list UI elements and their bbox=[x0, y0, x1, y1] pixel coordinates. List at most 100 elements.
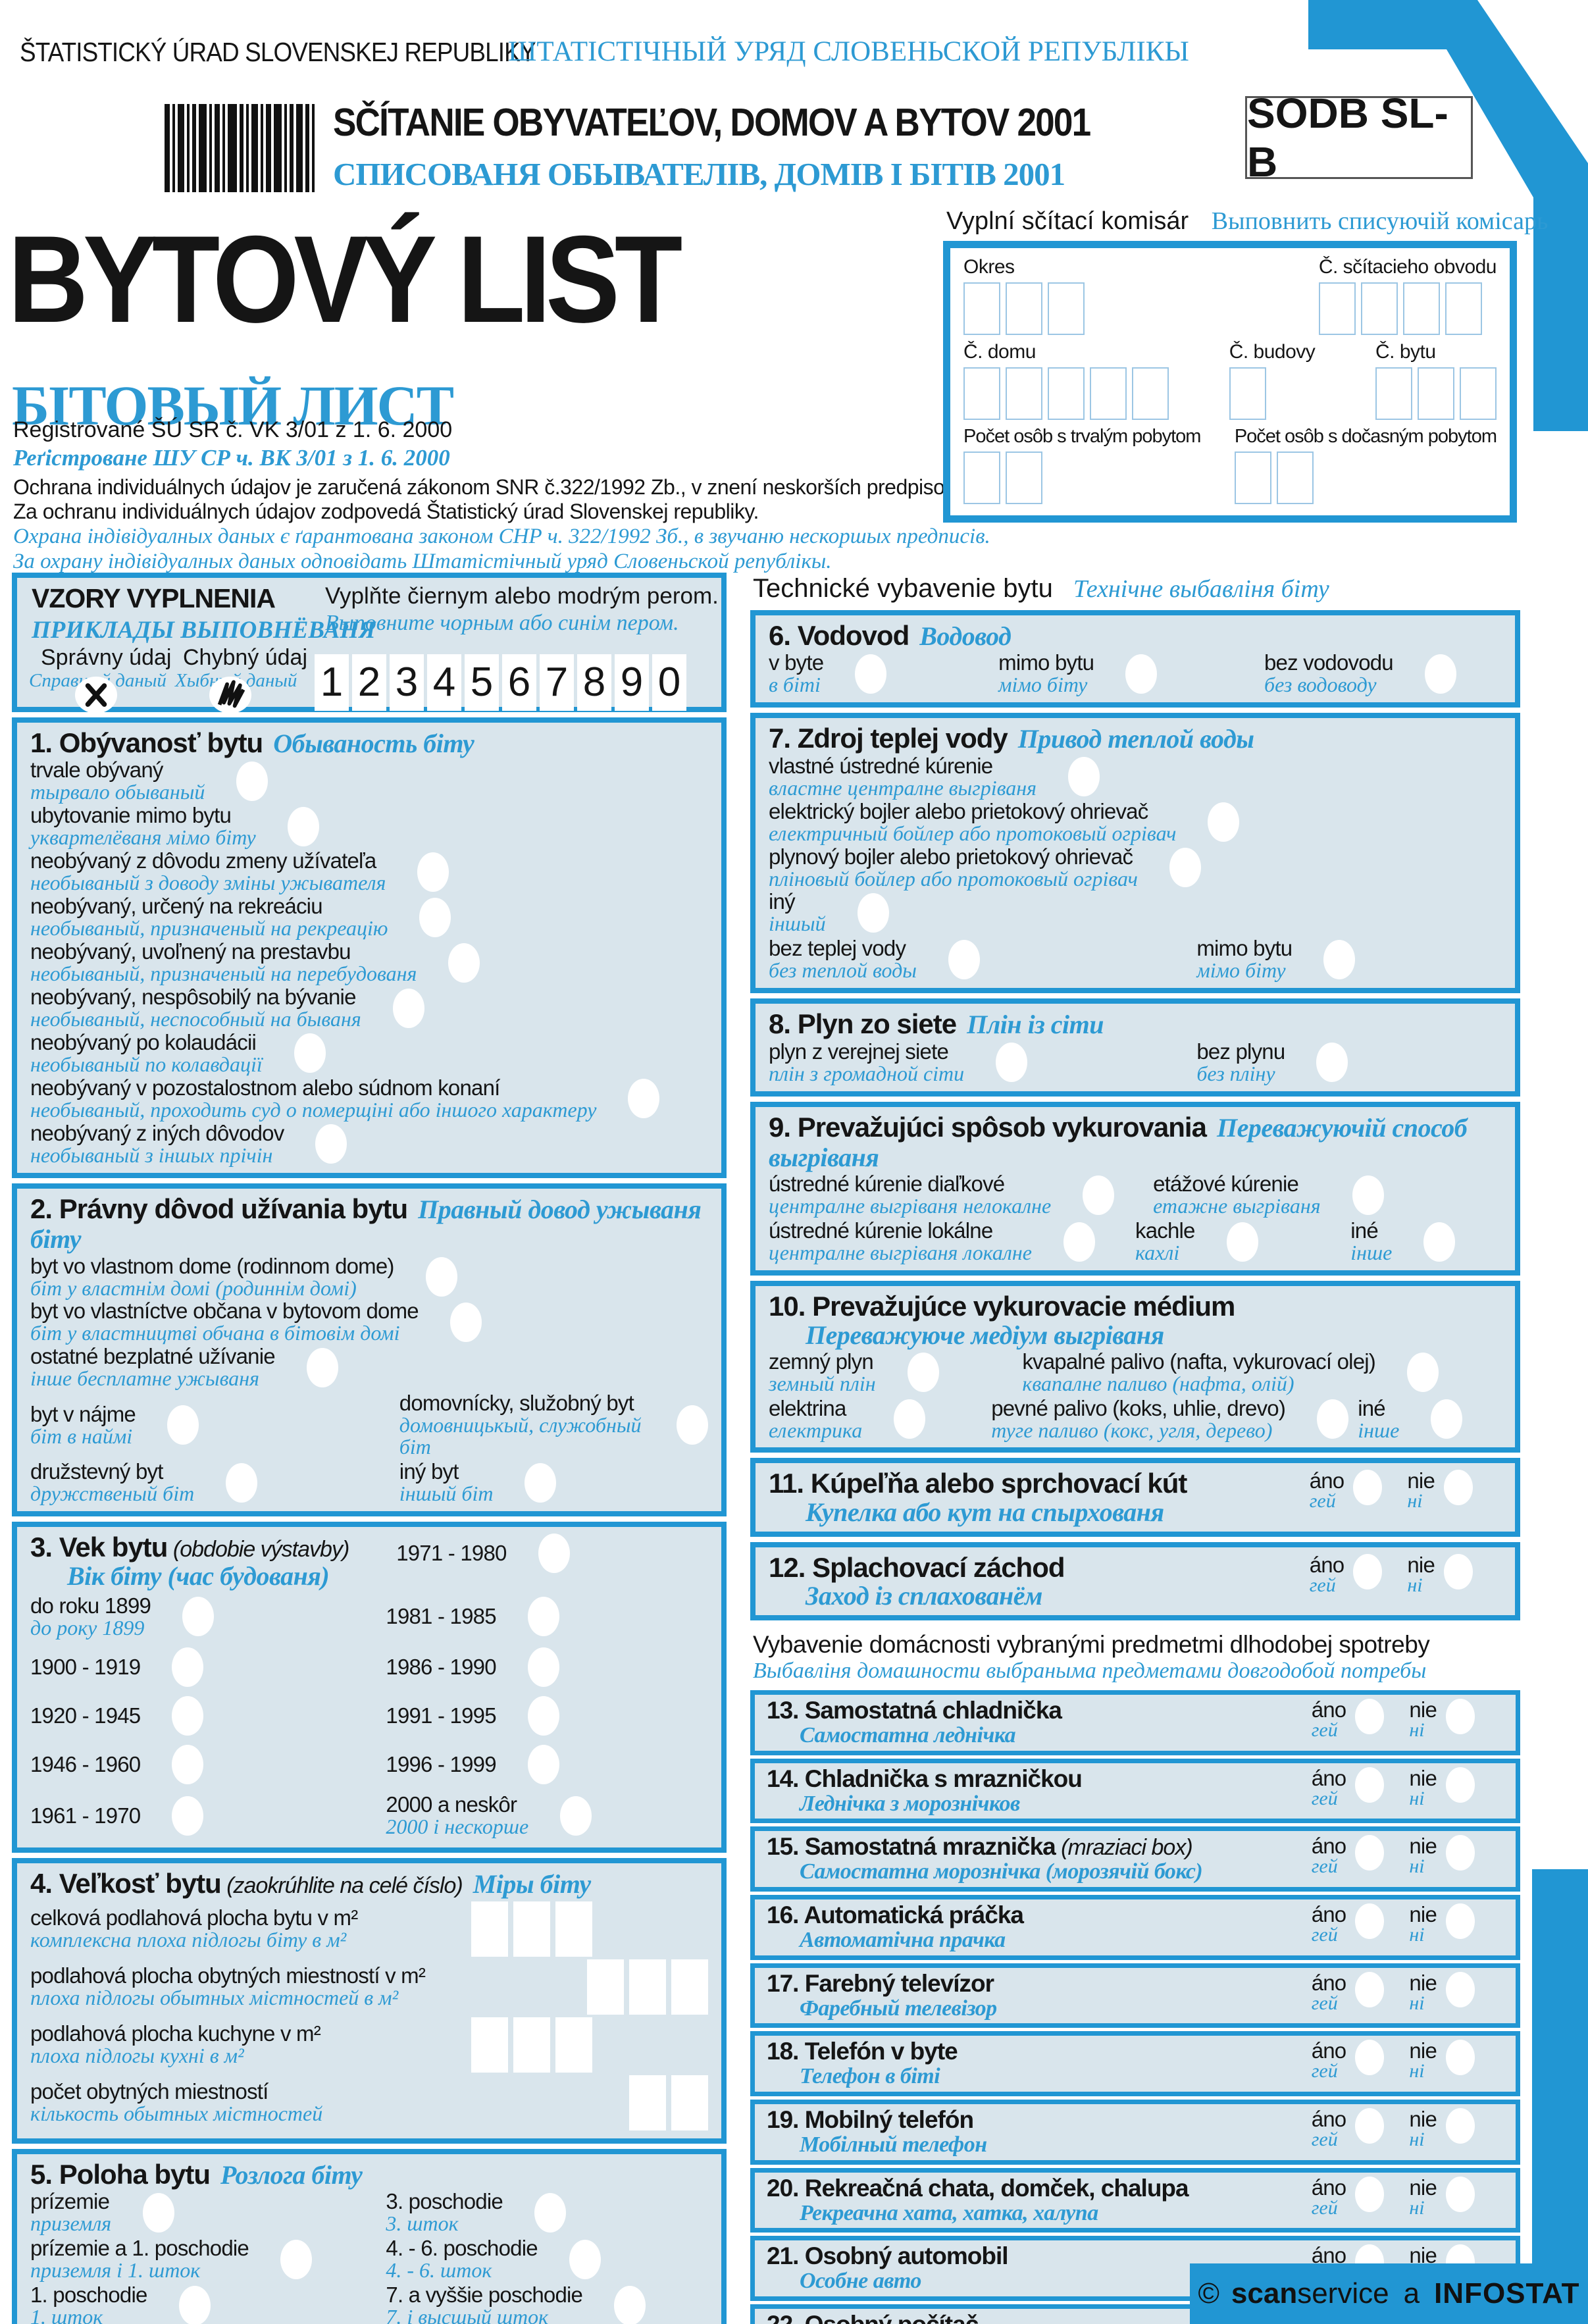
radio-oval[interactable] bbox=[172, 1647, 204, 1688]
input-cell[interactable] bbox=[671, 2075, 708, 2130]
no-radio-oval[interactable] bbox=[1446, 1767, 1475, 1803]
radio-oval[interactable] bbox=[172, 1795, 204, 1836]
radio-oval[interactable] bbox=[1317, 1399, 1349, 1439]
radio-oval[interactable] bbox=[534, 2192, 566, 2233]
radio-oval[interactable] bbox=[894, 1399, 926, 1439]
radio-oval[interactable] bbox=[1226, 1222, 1258, 1262]
radio-oval[interactable] bbox=[527, 1596, 559, 1636]
yes-radio-oval[interactable] bbox=[1355, 2040, 1385, 2076]
radio-oval[interactable] bbox=[614, 2286, 646, 2324]
radio-oval[interactable] bbox=[1406, 1353, 1439, 1393]
no-radio-oval[interactable] bbox=[1446, 2176, 1475, 2212]
input-cell[interactable] bbox=[471, 2017, 508, 2073]
radio-oval[interactable] bbox=[172, 1696, 204, 1736]
radio-oval[interactable] bbox=[560, 1795, 592, 1836]
radio-oval[interactable] bbox=[143, 2192, 175, 2233]
radio-oval[interactable] bbox=[676, 1405, 708, 1445]
radio-oval[interactable] bbox=[1424, 654, 1456, 694]
radio-oval[interactable] bbox=[1431, 1399, 1463, 1439]
input-cell[interactable] bbox=[1417, 367, 1454, 420]
radio-oval[interactable] bbox=[448, 943, 480, 983]
radio-oval[interactable] bbox=[527, 1647, 559, 1688]
radio-oval[interactable] bbox=[306, 1347, 338, 1387]
radio-oval[interactable] bbox=[166, 1405, 199, 1445]
no-radio-oval[interactable] bbox=[1446, 1971, 1475, 2007]
radio-oval[interactable] bbox=[294, 1033, 326, 1073]
radio-oval[interactable] bbox=[449, 1302, 482, 1342]
no-radio-oval[interactable] bbox=[1444, 1470, 1473, 1506]
radio-oval[interactable] bbox=[527, 1696, 559, 1736]
radio-oval[interactable] bbox=[1169, 848, 1201, 887]
input-cell[interactable] bbox=[1234, 452, 1271, 504]
no-radio-oval[interactable] bbox=[1444, 1553, 1473, 1589]
input-cell[interactable] bbox=[1048, 367, 1085, 420]
radio-oval[interactable] bbox=[569, 2239, 601, 2279]
input-cell[interactable] bbox=[1276, 452, 1314, 504]
yes-radio-oval[interactable] bbox=[1355, 2108, 1385, 2144]
radio-oval[interactable] bbox=[628, 1079, 660, 1119]
yes-radio-oval[interactable] bbox=[1355, 1971, 1385, 2007]
input-cell[interactable] bbox=[963, 282, 1000, 335]
radio-oval[interactable] bbox=[1208, 802, 1240, 842]
no-radio-oval[interactable] bbox=[1446, 2108, 1475, 2144]
input-cell[interactable] bbox=[587, 1959, 624, 2015]
input-cell[interactable] bbox=[513, 1901, 550, 1957]
radio-oval[interactable] bbox=[996, 1043, 1028, 1083]
input-cell[interactable] bbox=[963, 452, 1000, 504]
input-cell[interactable] bbox=[1006, 282, 1042, 335]
radio-oval[interactable] bbox=[948, 939, 980, 979]
radio-oval[interactable] bbox=[425, 1256, 457, 1297]
radio-oval[interactable] bbox=[419, 897, 451, 937]
radio-oval[interactable] bbox=[1323, 939, 1356, 979]
input-cell[interactable] bbox=[513, 2017, 550, 2073]
input-cell[interactable] bbox=[555, 1901, 592, 1957]
yes-radio-oval[interactable] bbox=[1355, 1699, 1385, 1735]
input-cell[interactable] bbox=[1445, 282, 1482, 335]
yes-radio-oval[interactable] bbox=[1353, 1553, 1383, 1589]
input-cell[interactable] bbox=[1318, 282, 1356, 335]
input-cell[interactable] bbox=[671, 1959, 708, 2015]
input-cell[interactable] bbox=[1006, 367, 1042, 420]
input-cell[interactable] bbox=[1459, 367, 1497, 420]
radio-oval[interactable] bbox=[1423, 1222, 1456, 1262]
input-cell[interactable] bbox=[1006, 452, 1042, 504]
radio-oval[interactable] bbox=[1352, 1175, 1384, 1215]
no-radio-oval[interactable] bbox=[1446, 1835, 1475, 1871]
input-cell[interactable] bbox=[629, 2075, 666, 2130]
no-radio-oval[interactable] bbox=[1446, 1903, 1475, 1940]
input-cell[interactable] bbox=[629, 1959, 666, 2015]
radio-oval[interactable] bbox=[226, 1462, 258, 1503]
yes-radio-oval[interactable] bbox=[1355, 1903, 1385, 1940]
yes-radio-oval[interactable] bbox=[1355, 2176, 1385, 2212]
radio-oval[interactable] bbox=[1063, 1222, 1095, 1262]
radio-oval[interactable] bbox=[315, 1124, 347, 1164]
radio-oval[interactable] bbox=[1068, 757, 1100, 797]
radio-oval[interactable] bbox=[287, 806, 319, 846]
radio-oval[interactable] bbox=[182, 1596, 215, 1636]
input-cell[interactable] bbox=[555, 2017, 592, 2073]
radio-oval[interactable] bbox=[857, 892, 889, 933]
radio-oval[interactable] bbox=[907, 1353, 939, 1393]
radio-oval[interactable] bbox=[417, 852, 449, 892]
input-cell[interactable] bbox=[1402, 282, 1440, 335]
input-cell[interactable] bbox=[963, 367, 1000, 420]
radio-oval[interactable] bbox=[178, 2286, 211, 2324]
radio-oval[interactable] bbox=[280, 2239, 312, 2279]
input-cell[interactable] bbox=[1090, 367, 1127, 420]
yes-radio-oval[interactable] bbox=[1355, 1835, 1385, 1871]
input-cell[interactable] bbox=[1132, 367, 1169, 420]
input-cell[interactable] bbox=[1375, 367, 1412, 420]
input-cell[interactable] bbox=[1048, 282, 1085, 335]
no-radio-oval[interactable] bbox=[1446, 2040, 1475, 2076]
radio-oval[interactable] bbox=[1125, 654, 1158, 694]
radio-oval[interactable] bbox=[525, 1462, 557, 1503]
radio-oval[interactable] bbox=[527, 1745, 559, 1785]
input-cell[interactable] bbox=[1360, 282, 1398, 335]
radio-oval[interactable] bbox=[538, 1534, 570, 1574]
radio-oval[interactable] bbox=[392, 988, 424, 1028]
radio-oval[interactable] bbox=[855, 654, 887, 694]
yes-radio-oval[interactable] bbox=[1355, 1767, 1385, 1803]
yes-radio-oval[interactable] bbox=[1353, 1470, 1383, 1506]
input-cell[interactable] bbox=[1229, 367, 1266, 420]
no-radio-oval[interactable] bbox=[1446, 1699, 1475, 1735]
